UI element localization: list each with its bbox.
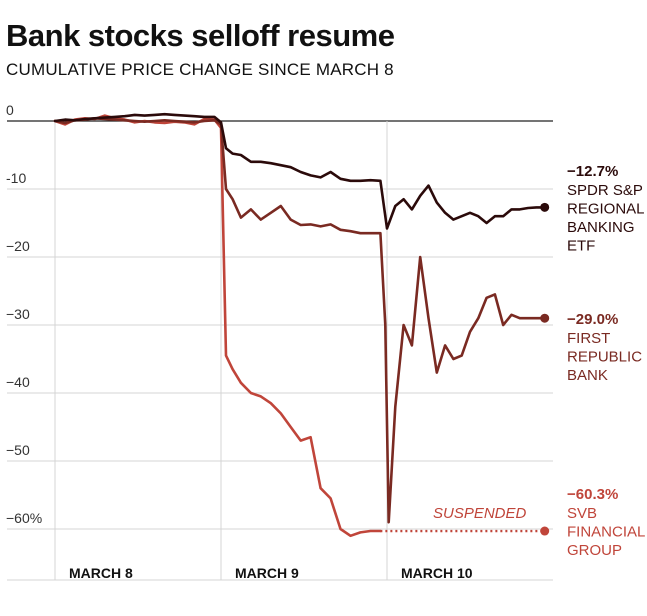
series-end-value: −29.0% (567, 311, 618, 328)
series-name-label: FINANCIAL (567, 524, 645, 541)
y-tick-label: -10 (6, 170, 26, 186)
x-tick-label: MARCH 8 (69, 565, 133, 581)
series-line-2 (53, 114, 382, 538)
series-name-label: GROUP (567, 542, 622, 559)
series-end-marker (540, 313, 550, 323)
series-name-label: BANK (567, 367, 608, 384)
y-tick-label: −30 (6, 306, 30, 322)
y-tick-label: −60% (6, 510, 42, 526)
x-tick-label: MARCH 9 (235, 565, 299, 581)
chart-title: Bank stocks selloff resume (6, 18, 395, 53)
series-end-marker (540, 202, 550, 212)
series-name-label: REGIONAL (567, 201, 645, 218)
suspended-annotation: SUSPENDED (433, 505, 527, 522)
y-tick-label: −40 (6, 374, 30, 390)
series-line-0 (53, 112, 547, 230)
y-tick-label: 0 (6, 102, 14, 118)
series-end-value: −12.7% (567, 163, 618, 180)
series-name-label: SVB (567, 505, 597, 522)
chart-subtitle: CUMULATIVE PRICE CHANGE SINCE MARCH 8 (6, 60, 394, 79)
series-line-1 (53, 117, 547, 524)
series-name-label: SPDR S&P (567, 182, 643, 199)
x-tick-label: MARCH 10 (401, 565, 473, 581)
y-tick-label: −20 (6, 238, 30, 254)
series-end-marker (540, 526, 550, 536)
series-name-label: BANKING (567, 219, 635, 236)
series-end-value: −60.3% (567, 486, 618, 503)
y-tick-label: −50 (6, 442, 30, 458)
series-name-label: FIRST (567, 330, 610, 347)
series-name-label: ETF (567, 238, 595, 255)
series-name-label: REPUBLIC (567, 349, 642, 366)
